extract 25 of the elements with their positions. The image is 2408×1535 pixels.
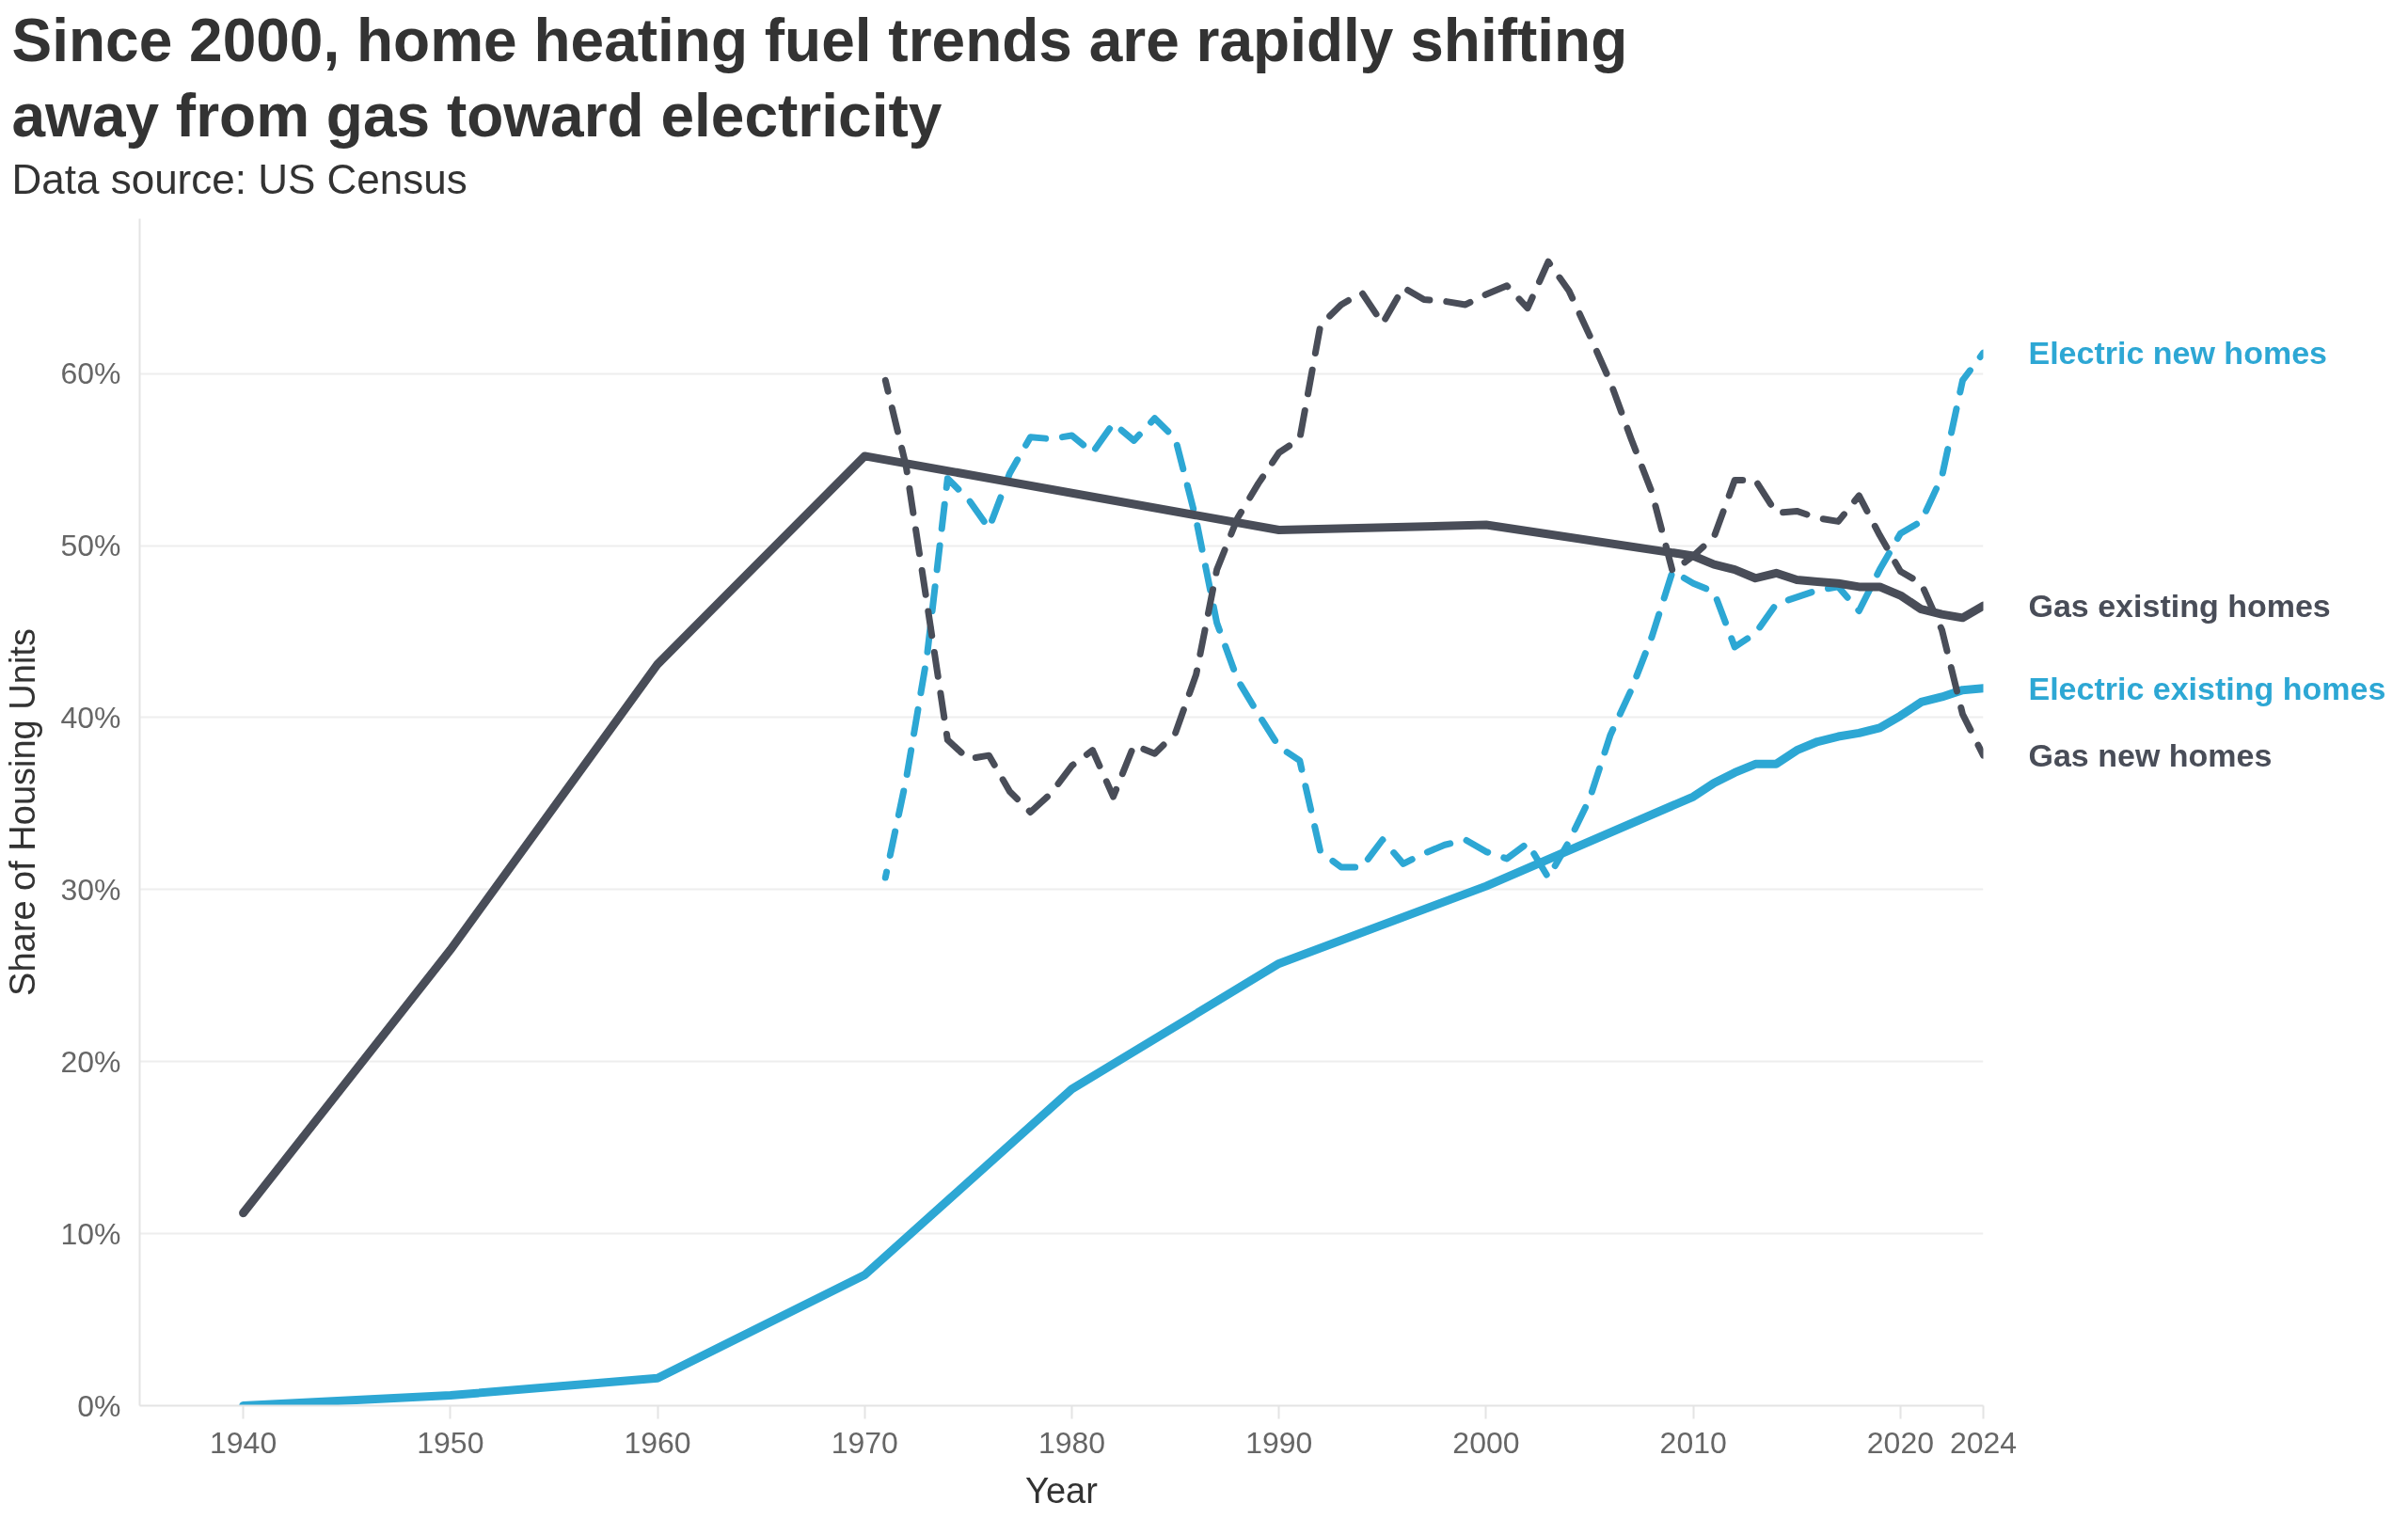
series-label: Gas new homes [2028,737,2273,774]
x-tick-label: 1950 [417,1425,484,1460]
series-label: Electric new homes [2028,335,2327,372]
x-tick-label: 2020 [1866,1425,1934,1460]
y-tick-label: 10% [60,1216,121,1251]
chart-title: Since 2000, home heating fuel trends are rapidly shifting away from gas toward electricity [11,6,1628,150]
x-tick-label: 1990 [1245,1425,1313,1460]
x-tick-label: 2000 [1452,1425,1520,1460]
y-axis-title: Share of Housing Units [3,628,43,996]
y-tick-label: 0% [77,1388,121,1423]
y-tick-label: 30% [60,872,121,907]
y-tick-label: 60% [60,356,121,391]
y-tick-label: 50% [60,529,121,563]
y-tick-label: 40% [60,700,121,735]
x-tick-label: 1970 [831,1425,898,1460]
x-tick-label: 1960 [624,1425,691,1460]
x-tick-label: 2024 [1949,1425,2018,1460]
series-label: Gas existing homes [2028,588,2331,625]
chart-subtitle: Data source: US Census [11,155,467,202]
x-tick-label: 1980 [1038,1425,1106,1460]
series-label: Electric existing homes [2028,670,2386,706]
x-tick-label: 2010 [1659,1425,1727,1460]
x-axis-title: Year [1025,1470,1099,1511]
y-tick-label: 20% [60,1044,121,1079]
x-tick-label: 1940 [210,1425,277,1460]
